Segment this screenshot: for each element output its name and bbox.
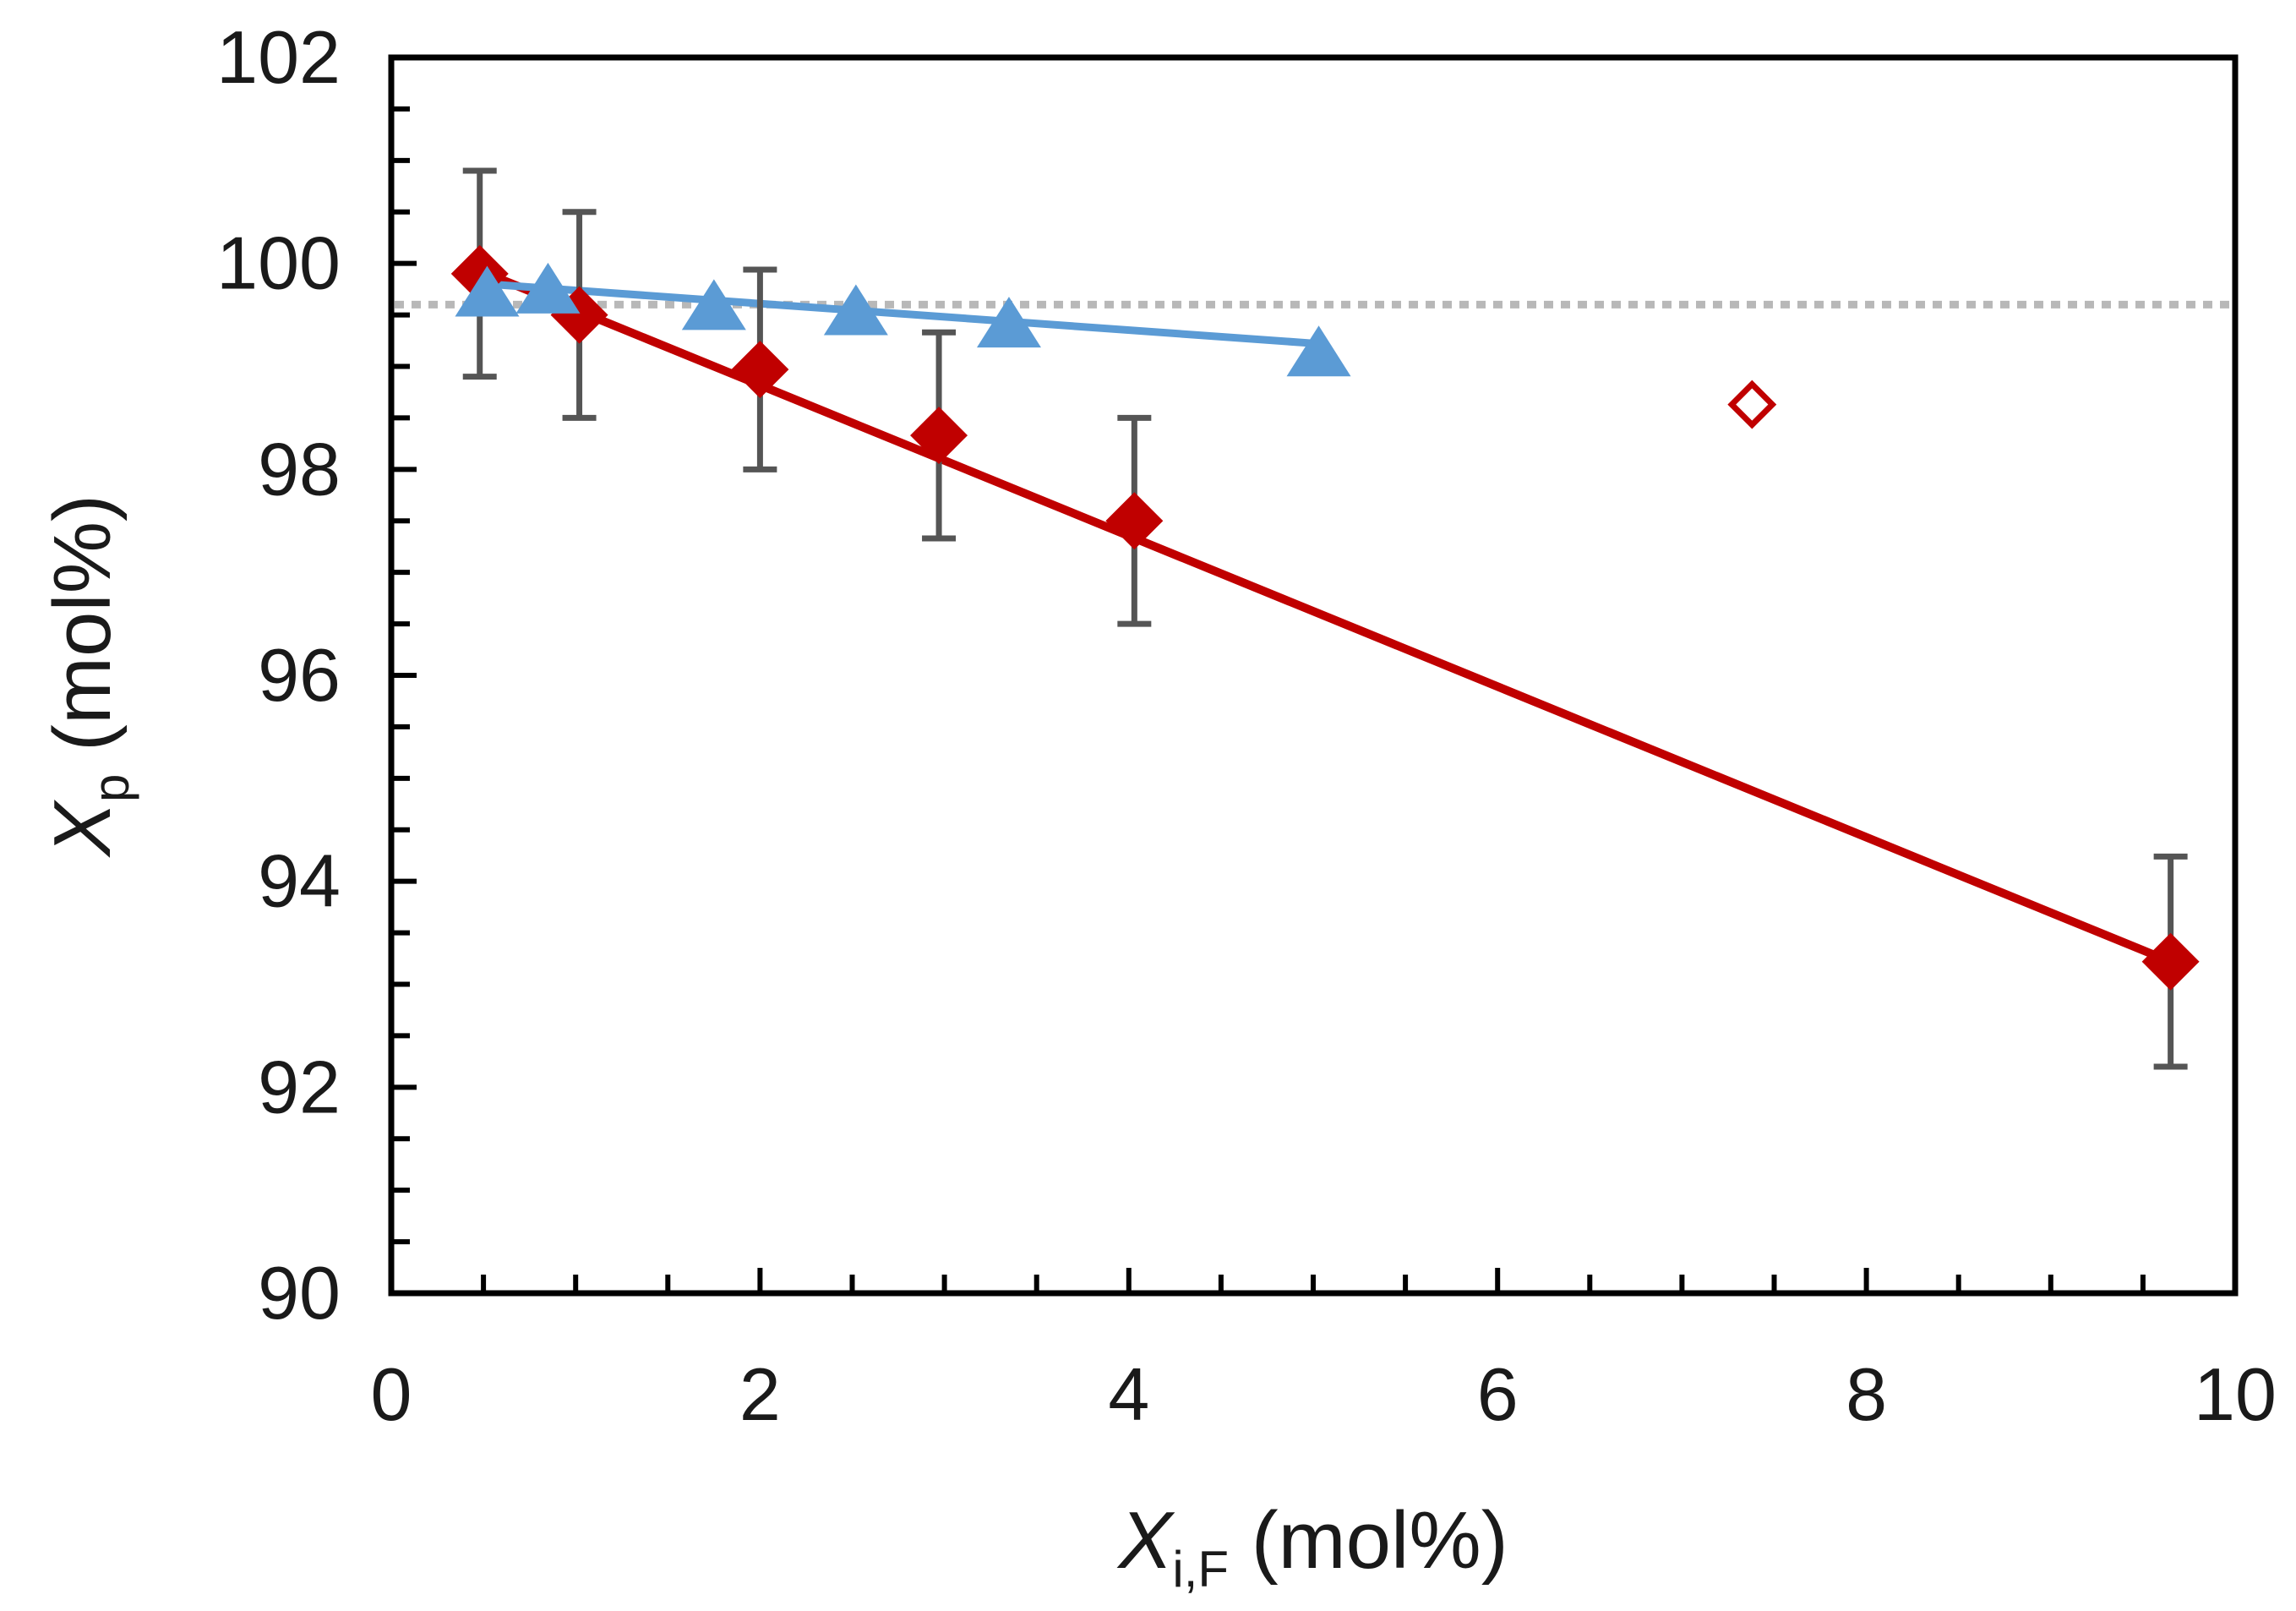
y-axis-title-unit: (mol%) [37, 494, 128, 774]
blue-triangles-fit-line [483, 280, 1323, 348]
y-axis-title-sub: p [83, 774, 139, 802]
y-tick-label: 98 [258, 427, 341, 511]
data-point-diamond [910, 407, 968, 465]
data-point-triangle [455, 265, 520, 317]
x-tick-label: 4 [1108, 1352, 1149, 1436]
y-tick-label: 94 [258, 839, 341, 923]
plot-content [395, 167, 2232, 1070]
data-point-triangle [681, 279, 746, 330]
data-point-triangle [1286, 325, 1351, 377]
x-tick-label: 8 [1846, 1352, 1887, 1436]
x-tick-label: 6 [1477, 1352, 1519, 1436]
y-tick-label: 96 [258, 633, 341, 717]
x-tick-label: 2 [739, 1352, 781, 1436]
data-point-diamond [731, 341, 789, 399]
y-tick-label: 100 [216, 221, 341, 305]
data-point-diamond [1105, 492, 1164, 550]
y-tick-label: 92 [258, 1045, 341, 1128]
y-axis-title: Xp (mol%) [37, 494, 139, 858]
data-point-diamond-open [1727, 380, 1777, 429]
data-point-triangle [823, 284, 888, 336]
x-tick-label: 10 [2194, 1352, 2277, 1436]
axis-ticks: 0 2 4 6 8 10 90 92 94 96 98 100 102 [216, 15, 2277, 1436]
x-tick-label: 0 [371, 1352, 412, 1436]
data-point-triangle [976, 297, 1041, 348]
x-axis-title-sub: i,F [1172, 1541, 1229, 1597]
y-tick-label: 102 [216, 15, 341, 99]
plot-frame [388, 54, 2239, 1297]
data-point-triangle [515, 262, 581, 314]
x-axis-title: Xi,F (mol%) [1116, 1495, 1508, 1597]
data-point-diamond [2141, 932, 2200, 991]
y-tick-label: 90 [258, 1251, 341, 1335]
x-axis-title-main: X [1116, 1495, 1175, 1586]
y-axis-title-main: X [37, 799, 128, 858]
x-axis-title-unit: (mol%) [1229, 1495, 1508, 1586]
